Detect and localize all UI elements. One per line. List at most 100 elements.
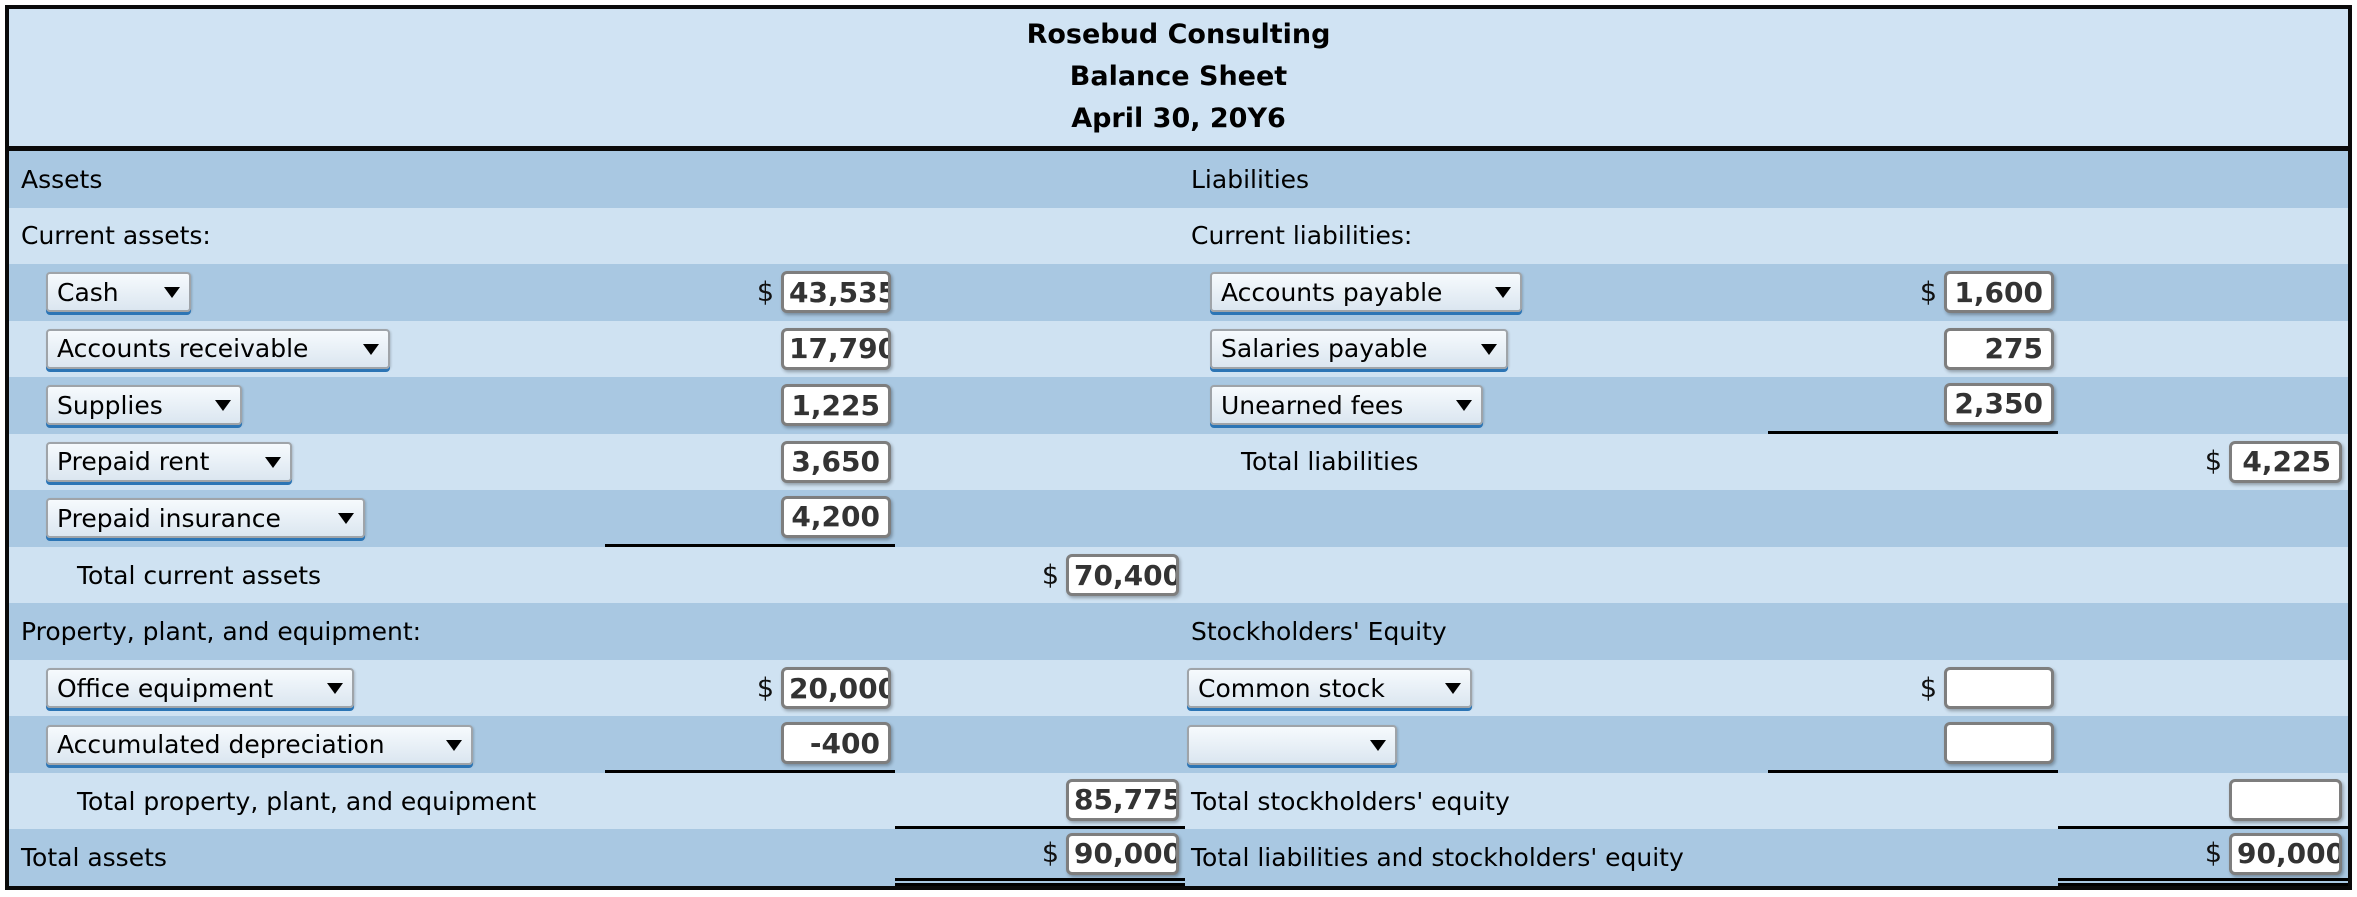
statement-date: April 30, 20Y6 [1071, 103, 1286, 134]
accounts-payable-amount-input[interactable] [1944, 271, 2054, 314]
amount-cell-with-double-ruling: $ [2058, 829, 2348, 886]
table-row: Accounts receivable Salaries payable [9, 320, 2348, 378]
amount-cell [895, 603, 1185, 660]
total-liabilities-label: Total liabilities [1241, 447, 1419, 477]
assets-section-label: Assets [21, 164, 103, 194]
accumulated-depreciation-amount-input[interactable] [781, 722, 891, 765]
amount-cell [2058, 716, 2348, 773]
dropdown-arrow-icon [446, 739, 462, 751]
amount-cell [895, 321, 1185, 378]
dollar-sign: $ [1919, 672, 1937, 704]
amount-cell-with-ruling [605, 490, 895, 547]
cash-account-select[interactable]: Cash [46, 272, 191, 313]
dropdown-arrow-icon [265, 456, 281, 468]
amount-cell [2058, 547, 2348, 604]
total-assets-input[interactable] [1066, 832, 1179, 875]
dropdown-arrow-icon [215, 400, 231, 412]
table-row: Total current assets $ [9, 546, 2348, 604]
dropdown-arrow-icon [164, 287, 180, 299]
office-equipment-amount-input[interactable] [781, 667, 891, 710]
table-row: Total property, plant, and equipment Tot… [9, 772, 2348, 830]
total-assets-label: Total assets [21, 843, 167, 873]
amount-cell [605, 603, 895, 660]
accounts-payable-account-select[interactable]: Accounts payable [1210, 272, 1522, 313]
balance-sheet-table: Rosebud Consulting Balance Sheet April 3… [5, 5, 2352, 890]
amount-cell-with-ruling [895, 773, 1185, 830]
amount-cell [1768, 151, 2058, 208]
amount-cell [895, 151, 1185, 208]
unearned-fees-amount-input[interactable] [1944, 382, 2054, 425]
total-current-assets-input[interactable] [1066, 554, 1179, 597]
dollar-sign: $ [756, 276, 774, 308]
amount-cell [895, 660, 1185, 717]
salaries-payable-amount-input[interactable] [1944, 327, 2054, 370]
stockholders-equity-section-label: Stockholders' Equity [1191, 617, 1447, 647]
amount-cell [895, 716, 1185, 773]
amount-cell: $ [1768, 660, 2058, 717]
table-row: Prepaid insurance [9, 490, 2348, 547]
amount-cell [1768, 208, 2058, 265]
amount-cell [2058, 490, 2348, 547]
prepaid-insurance-amount-input[interactable] [781, 495, 891, 538]
accounts-receivable-account-select[interactable]: Accounts receivable [46, 328, 390, 369]
amount-cell [605, 434, 895, 491]
ppe-section-label: Property, plant, and equipment: [21, 617, 422, 647]
prepaid-rent-account-select[interactable]: Prepaid rent [46, 441, 292, 482]
current-liabilities-label: Current liabilities: [1191, 221, 1413, 251]
amount-cell [895, 434, 1185, 491]
dollar-sign: $ [2204, 838, 2222, 870]
total-current-assets-label: Total current assets [77, 560, 322, 590]
dropdown-arrow-icon [1445, 683, 1461, 695]
amount-cell-with-ruling [1768, 716, 2058, 773]
amount-cell [895, 208, 1185, 265]
table-row: Supplies Unearned fees [9, 377, 2348, 434]
dollar-sign: $ [1919, 276, 1937, 308]
table-row: Accumulated depreciation [9, 716, 2348, 773]
supplies-account-select[interactable]: Supplies [46, 385, 242, 426]
supplies-amount-input[interactable] [781, 384, 891, 427]
amount-cell: $ [895, 547, 1185, 604]
amount-cell-with-ruling [2058, 773, 2348, 830]
prepaid-insurance-account-select[interactable]: Prepaid insurance [46, 498, 365, 539]
prepaid-rent-amount-input[interactable] [781, 440, 891, 483]
table-row: Office equipment $ Common stock [9, 659, 2348, 717]
accumulated-depreciation-account-select[interactable]: Accumulated depreciation [46, 724, 473, 765]
total-stockholders-equity-input[interactable] [2229, 778, 2342, 821]
unearned-fees-account-select[interactable]: Unearned fees [1210, 385, 1483, 426]
total-liabilities-and-equity-label: Total liabilities and stockholders' equi… [1191, 843, 1684, 873]
table-row: Property, plant, and equipment: Stockhol… [9, 603, 2348, 660]
amount-cell [1768, 490, 2058, 547]
amount-cell [605, 829, 895, 886]
total-liabilities-input[interactable] [2229, 440, 2342, 483]
accounts-receivable-amount-input[interactable] [781, 327, 891, 370]
equity-item2-amount-input[interactable] [1944, 722, 2054, 765]
amount-cell-with-ruling [605, 716, 895, 773]
common-stock-amount-input[interactable] [1944, 667, 2054, 710]
office-equipment-account-select[interactable]: Office equipment [46, 668, 354, 709]
dropdown-arrow-icon [338, 513, 354, 525]
total-stockholders-equity-label: Total stockholders' equity [1191, 786, 1510, 816]
table-row: Cash $ Accounts payable [9, 264, 2348, 321]
amount-cell [605, 773, 895, 830]
company-name: Rosebud Consulting [1026, 19, 1331, 50]
table-row: Current assets: Current liabilities: [9, 207, 2348, 265]
amount-cell: $ [1768, 264, 2058, 321]
statement-rows: Assets Liabilities Current assets: Curre… [9, 151, 2348, 886]
statement-title-block: Rosebud Consulting Balance Sheet April 3… [9, 9, 2348, 151]
amount-cell [605, 208, 895, 265]
amount-cell [895, 490, 1185, 547]
cash-amount-input[interactable] [781, 271, 891, 314]
salaries-payable-account-select[interactable]: Salaries payable [1210, 328, 1508, 369]
current-assets-label: Current assets: [21, 221, 211, 251]
total-liabilities-equity-input[interactable] [2229, 832, 2342, 875]
table-row: Prepaid rent Total liabilities $ [9, 433, 2348, 491]
amount-cell [1768, 434, 2058, 491]
amount-cell [2058, 151, 2348, 208]
common-stock-account-select[interactable]: Common stock [1187, 668, 1472, 709]
equity-account-select-empty[interactable] [1187, 724, 1397, 765]
amount-cell [2058, 264, 2348, 321]
dollar-sign: $ [2204, 446, 2222, 478]
total-ppe-label: Total property, plant, and equipment [77, 786, 537, 816]
dropdown-arrow-icon [1456, 400, 1472, 412]
total-ppe-input[interactable] [1066, 778, 1179, 821]
